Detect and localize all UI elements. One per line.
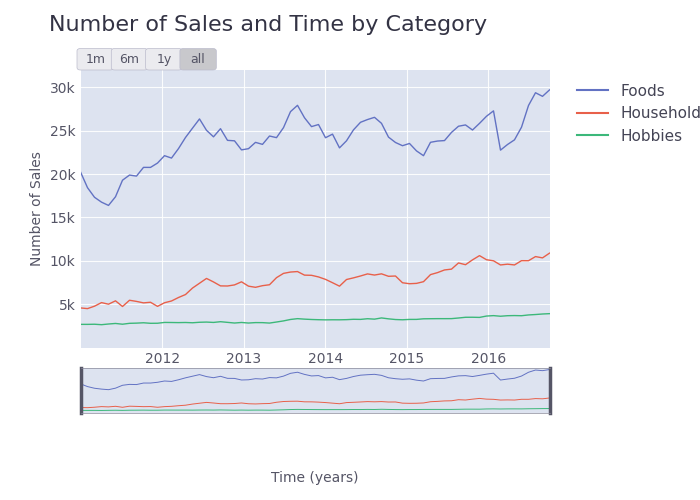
Household <box>83 306 92 312</box>
Foods <box>104 202 113 208</box>
Hobbies <box>279 318 288 324</box>
Text: 1y: 1y <box>156 52 172 66</box>
Foods <box>545 87 554 93</box>
Foods <box>279 124 288 130</box>
Household <box>503 261 512 267</box>
Foods <box>195 116 204 122</box>
Household <box>356 273 365 279</box>
Hobbies <box>195 320 204 326</box>
Household <box>349 275 358 281</box>
Household <box>195 280 204 286</box>
Foods <box>349 127 358 133</box>
Text: 1m: 1m <box>85 52 105 66</box>
Hobbies <box>356 316 365 322</box>
Line: Foods: Foods <box>80 90 550 206</box>
Line: Household: Household <box>80 253 550 308</box>
Household <box>188 285 197 291</box>
Foods <box>356 120 365 126</box>
Text: Number of Sales and Time by Category: Number of Sales and Time by Category <box>49 15 487 35</box>
Foods <box>503 142 512 148</box>
Y-axis label: Number of Sales: Number of Sales <box>30 152 44 266</box>
Text: Time (years): Time (years) <box>272 471 358 485</box>
Hobbies <box>503 312 512 318</box>
Foods <box>188 125 197 131</box>
Household <box>279 270 288 276</box>
Hobbies <box>76 322 85 328</box>
Hobbies <box>97 322 106 328</box>
Hobbies <box>545 310 554 316</box>
Text: 6m: 6m <box>120 52 139 66</box>
Hobbies <box>349 316 358 322</box>
Line: Hobbies: Hobbies <box>80 314 550 324</box>
Text: all: all <box>190 52 206 66</box>
Household <box>76 305 85 311</box>
Foods <box>76 169 85 175</box>
Hobbies <box>188 320 197 326</box>
Legend: Foods, Household, Hobbies: Foods, Household, Hobbies <box>571 78 700 150</box>
Household <box>545 250 554 256</box>
